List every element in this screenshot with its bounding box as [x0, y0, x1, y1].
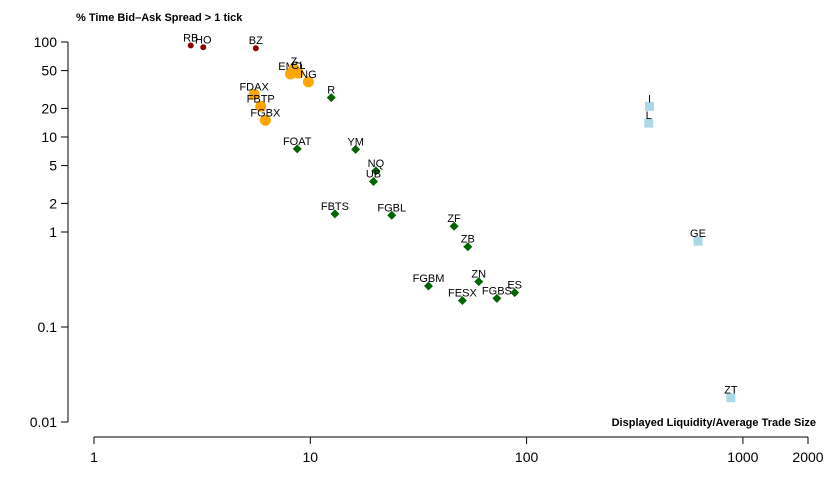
- point-label-ge: GE: [690, 228, 706, 240]
- point-label-r: R: [327, 85, 335, 97]
- point-label-fesx: FESX: [448, 288, 477, 300]
- data-point-foat: [292, 144, 302, 154]
- point-label-cl: CL: [291, 60, 305, 72]
- y-tick-label: 20: [41, 100, 57, 116]
- data-point-zf: [449, 221, 459, 231]
- data-point-zt: [726, 393, 736, 403]
- data-points: RBHOBZFDAXFBTPFGBXEMDZCLNGRFOATYMNQUBFBT…: [183, 32, 738, 403]
- data-point-fbts: [330, 209, 340, 219]
- x-axis-title: Displayed Liquidity/Average Trade Size: [612, 417, 816, 429]
- data-point-ym: [351, 144, 361, 154]
- data-point-fgbm: [424, 281, 434, 291]
- x-tick-label: 2000: [792, 449, 823, 465]
- data-point-rb: [187, 42, 194, 49]
- data-point-fgbx: [259, 114, 271, 126]
- data-point-cl: [292, 67, 304, 79]
- point-label-fgbm: FGBM: [413, 273, 445, 285]
- point-label-fgbx: FGBX: [250, 107, 281, 119]
- y-tick-label: 5: [49, 158, 57, 174]
- y-tick-label: 0.01: [30, 414, 57, 430]
- point-label-ng: NG: [300, 69, 317, 81]
- x-tick-label: 100: [515, 449, 539, 465]
- data-point-ge: [693, 236, 703, 246]
- y-tick-label: 10: [41, 129, 57, 145]
- point-label-ym: YM: [347, 136, 364, 148]
- point-label-fgbl: FGBL: [377, 202, 406, 214]
- point-label-zb: ZB: [461, 234, 475, 246]
- data-point-fgbl: [387, 210, 397, 220]
- point-label-fbtp: FBTP: [247, 93, 275, 105]
- y-axis: 0.01 0.1 1 2 5 10 20 50 100: [30, 34, 69, 430]
- data-point-bz: [252, 45, 259, 52]
- point-label-l: L: [646, 110, 652, 122]
- point-label-fgbs: FGBS: [482, 285, 512, 297]
- point-label-z: Z: [291, 56, 298, 68]
- y-tick-label: 100: [34, 34, 58, 50]
- y-axis-title: % Time Bid–Ask Spread > 1 tick: [76, 12, 243, 24]
- point-label-fbts: FBTS: [321, 201, 349, 213]
- point-label-zf: ZF: [447, 213, 461, 225]
- point-label-zn: ZN: [471, 269, 486, 281]
- x-tick-label: 1000: [727, 449, 758, 465]
- data-point-ho: [200, 44, 207, 51]
- point-label-fdax: FDAX: [239, 82, 269, 94]
- point-label-rb: RB: [183, 32, 198, 44]
- x-axis: 1 10 100 1000 2000: [90, 436, 824, 465]
- point-label-nq: NQ: [368, 158, 385, 170]
- data-point-ng: [302, 76, 314, 88]
- point-label-ub: UB: [366, 169, 381, 181]
- point-label-i: I: [648, 93, 651, 105]
- data-point-fesx: [457, 296, 467, 306]
- point-label-foat: FOAT: [283, 136, 312, 148]
- y-tick-label: 0.1: [38, 319, 58, 335]
- point-label-zt: ZT: [724, 385, 738, 397]
- x-tick-label: 1: [90, 449, 98, 465]
- data-point-es: [510, 288, 520, 298]
- data-point-fdax: [248, 89, 260, 101]
- data-point-r: [326, 93, 336, 103]
- x-tick-label: 10: [303, 449, 319, 465]
- data-point-fbtp: [255, 100, 267, 112]
- y-tick-label: 1: [49, 224, 57, 240]
- point-label-ho: HO: [195, 34, 212, 46]
- data-point-zn: [474, 277, 484, 287]
- data-point-zb: [463, 242, 473, 252]
- data-point-fgbs: [492, 293, 502, 303]
- data-point-nq: [371, 166, 381, 176]
- point-label-es: ES: [507, 280, 522, 292]
- data-point-ub: [369, 177, 379, 187]
- y-tick-label: 50: [41, 63, 57, 79]
- y-tick-label: 2: [49, 195, 57, 211]
- data-point-l: [644, 118, 654, 128]
- point-label-bz: BZ: [249, 35, 263, 47]
- data-point-i: [644, 101, 654, 111]
